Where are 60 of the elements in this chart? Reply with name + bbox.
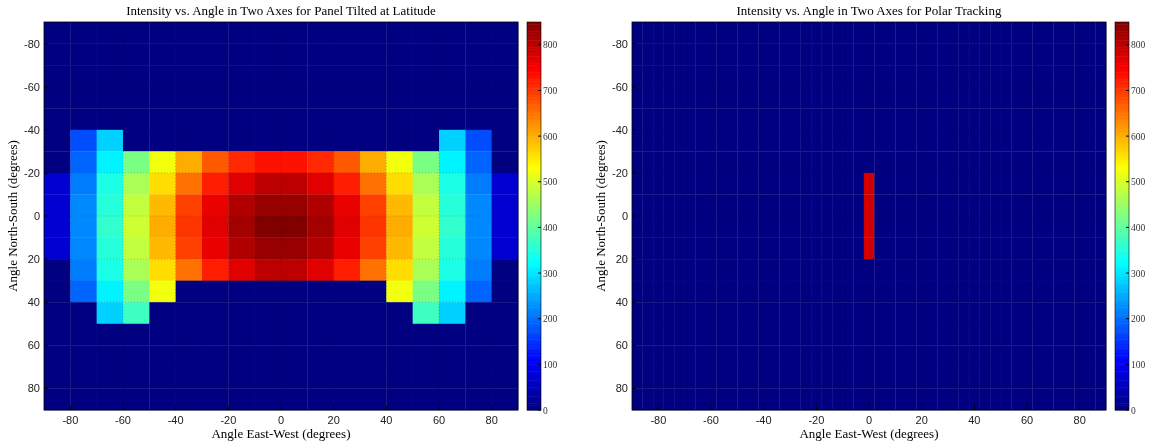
- y-tick-label: -20: [612, 166, 628, 179]
- color-bar-label: 0: [1131, 405, 1136, 416]
- chart-title: Intensity vs. Angle in Two Axes for Panel Tilted at Latitude: [126, 3, 437, 18]
- y-axis-title: Angle North-South (degrees): [5, 140, 20, 292]
- x-axis-title: Angle East-West (degrees): [211, 426, 351, 441]
- color-bar-label: 200: [543, 314, 558, 325]
- y-tick-label: -20: [24, 166, 40, 179]
- color-bar-label: 600: [543, 131, 558, 142]
- color-bar-label: 600: [1131, 131, 1146, 142]
- x-tick-label: 20: [915, 414, 928, 426]
- color-bar-label: 300: [543, 268, 558, 279]
- color-bar-label: 500: [543, 177, 558, 188]
- color-bar-label: 700: [1131, 85, 1146, 96]
- y-tick-label: 80: [615, 382, 628, 395]
- x-tick-label: 0: [277, 414, 285, 426]
- x-tick-label: -60: [703, 414, 719, 426]
- x-tick-label: -80: [62, 414, 79, 426]
- x-tick-label: 80: [485, 414, 498, 426]
- y-tick-label: 0: [621, 210, 628, 222]
- color-bar-label: 400: [543, 222, 558, 233]
- x-tick-label: -60: [115, 414, 131, 426]
- x-tick-label: -80: [650, 414, 667, 426]
- x-tick-label: 40: [380, 414, 393, 426]
- x-tick-label: 60: [1020, 414, 1034, 426]
- color-bar-label: 100: [1131, 359, 1146, 370]
- y-tick-label: -60: [24, 80, 40, 93]
- x-tick-label: -20: [220, 414, 237, 426]
- color-bar-label: 500: [1131, 177, 1146, 188]
- x-axis-title: Angle East-West (degrees): [799, 426, 939, 441]
- color-bar-label: 300: [1131, 268, 1146, 279]
- y-tick-label: 80: [27, 382, 40, 395]
- y-tick-label: 40: [27, 296, 40, 309]
- y-tick-label: 40: [615, 296, 628, 309]
- chart-title: Intensity vs. Angle in Two Axes for Polar Tracking: [736, 3, 1002, 18]
- x-tick-label: -40: [755, 414, 772, 426]
- y-tick-label: 20: [27, 253, 40, 266]
- x-tick-label: 20: [327, 414, 340, 426]
- y-axis-title: Angle North-South (degrees): [593, 140, 608, 292]
- y-tick-label: -80: [24, 37, 40, 50]
- y-tick-label: 20: [615, 253, 628, 266]
- y-tick-label: -60: [612, 80, 628, 93]
- color-bar-label: 800: [543, 40, 558, 51]
- y-tick-label: 0: [33, 210, 40, 222]
- y-tick-label: 60: [27, 339, 40, 352]
- x-tick-label: 60: [432, 414, 446, 426]
- color-bar-label: 700: [543, 85, 558, 96]
- x-tick-label: 0: [865, 414, 873, 426]
- x-tick-label: -20: [808, 414, 825, 426]
- color-bar-label: 800: [1131, 40, 1146, 51]
- color-bar-label: 400: [1131, 222, 1146, 233]
- y-tick-label: -40: [612, 123, 628, 136]
- x-tick-label: 80: [1073, 414, 1086, 426]
- y-tick-label: 60: [615, 339, 628, 352]
- color-bar-label: 0: [543, 405, 548, 416]
- color-bar-label: 200: [1131, 314, 1146, 325]
- y-tick-label: -40: [24, 123, 40, 136]
- x-tick-label: -40: [167, 414, 184, 426]
- color-bar-label: 100: [543, 359, 558, 370]
- x-tick-label: 40: [968, 414, 981, 426]
- y-tick-label: -80: [612, 37, 628, 50]
